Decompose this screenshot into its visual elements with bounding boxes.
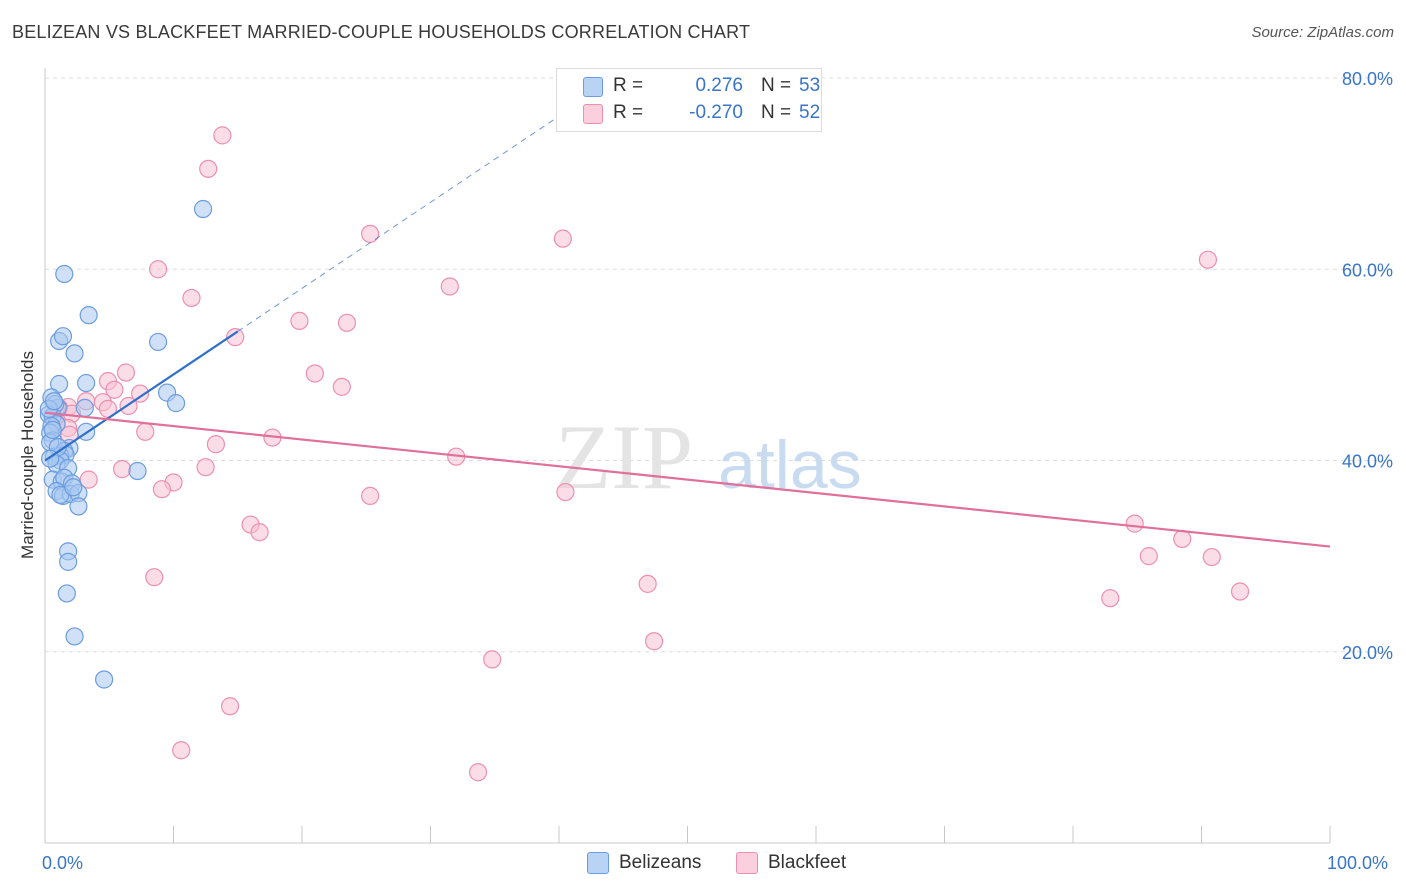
data-point: [112, 460, 132, 479]
data-point: [57, 584, 76, 603]
data-point: [1230, 582, 1250, 601]
data-point: [128, 461, 147, 481]
blackfeet-legend-label: Blackfeet: [768, 852, 847, 873]
data-point: [1198, 250, 1218, 269]
blackfeet-trend-line: [44, 411, 1331, 548]
data-point: [213, 126, 232, 145]
legend-r-label: R =: [613, 75, 644, 96]
data-point: [1125, 514, 1144, 533]
chart-title: BELIZEAN VS BLACKFEET MARRIED-COUPLE HOU…: [12, 22, 751, 42]
correlation-legend: R = 0.276 N = 53 R = -0.270 N = 52: [556, 68, 822, 132]
data-point: [337, 313, 357, 332]
data-point: [1202, 547, 1221, 567]
data-point: [553, 229, 572, 248]
blackfeet-points: [47, 126, 1250, 782]
data-point: [483, 650, 502, 669]
grid-layer: [45, 77, 1392, 653]
data-point: [148, 260, 168, 279]
y-tick-label: 80.0%: [1342, 69, 1393, 89]
data-point: [226, 328, 245, 347]
data-point: [130, 384, 150, 403]
data-point: [59, 552, 78, 571]
data-point: [172, 741, 191, 760]
belizeans-legend-label: Belizeans: [619, 852, 702, 873]
y-tick-label: 20.0%: [1342, 643, 1393, 663]
belizeans-swatch: [587, 852, 609, 874]
data-point: [290, 311, 309, 330]
data-point: [148, 332, 168, 352]
legend-n-label: N =: [761, 102, 792, 123]
data-point: [65, 627, 84, 646]
data-point: [105, 380, 124, 399]
data-point: [64, 478, 83, 497]
legend-r-value: -0.270: [689, 102, 743, 123]
data-point: [43, 420, 62, 439]
data-point: [55, 264, 74, 284]
legend-r-value: 0.276: [695, 75, 743, 96]
legend-swatch-blue: [583, 77, 603, 97]
data-point: [468, 763, 488, 782]
data-point: [638, 574, 657, 593]
data-point: [199, 159, 218, 178]
data-point: [1101, 589, 1120, 608]
data-point: [95, 670, 114, 689]
data-point: [182, 288, 201, 308]
trend-lines: [44, 115, 1331, 548]
x-tick-label-max: 100.0%: [1327, 853, 1389, 873]
source-label: Source: ZipAtlas.com: [1251, 24, 1394, 41]
data-point: [332, 377, 351, 396]
data-point: [65, 344, 84, 363]
y-tick-label: 40.0%: [1342, 452, 1393, 472]
data-point: [196, 458, 215, 477]
data-point: [556, 482, 575, 502]
data-point: [440, 277, 459, 296]
legend-n-label: N =: [761, 75, 792, 96]
legend-swatch-pink: [583, 104, 603, 124]
watermark: ZIP atlas: [555, 406, 862, 508]
data-point: [361, 224, 380, 243]
data-point: [250, 523, 269, 542]
data-point: [145, 568, 164, 587]
data-point: [361, 486, 380, 505]
data-point: [53, 327, 73, 346]
belizeans-trend-extension: [237, 115, 560, 332]
data-point: [193, 199, 213, 219]
y-tick-label: 60.0%: [1342, 260, 1393, 280]
data-point: [1139, 547, 1158, 566]
x-tick-label-min: 0.0%: [42, 853, 84, 873]
data-point: [220, 697, 240, 716]
legend-r-label: R =: [613, 102, 644, 123]
data-point: [116, 363, 136, 382]
data-point: [79, 306, 98, 325]
data-point: [206, 435, 226, 454]
data-point: [69, 497, 88, 516]
belizeans-trend-line: [44, 330, 239, 462]
blackfeet-swatch: [736, 852, 758, 874]
data-point: [152, 480, 172, 499]
watermark-atlas: atlas: [718, 427, 862, 503]
belizeans-points: [39, 199, 213, 689]
data-point: [136, 422, 155, 441]
data-point: [44, 392, 64, 411]
data-point: [50, 374, 69, 394]
data-point: [77, 373, 96, 393]
y-axis-label: Married-couple Households: [18, 351, 37, 559]
data-point: [75, 398, 94, 418]
watermark-zip: ZIP: [555, 406, 693, 508]
data-point: [305, 364, 324, 383]
y-tick-labels: 20.0% 40.0% 60.0% 80.0%: [1342, 69, 1393, 663]
data-point: [166, 394, 186, 413]
data-point: [1173, 529, 1192, 549]
legend-n-value: 53: [799, 75, 821, 96]
data-point: [644, 632, 664, 651]
legend-n-value: 52: [799, 102, 821, 123]
